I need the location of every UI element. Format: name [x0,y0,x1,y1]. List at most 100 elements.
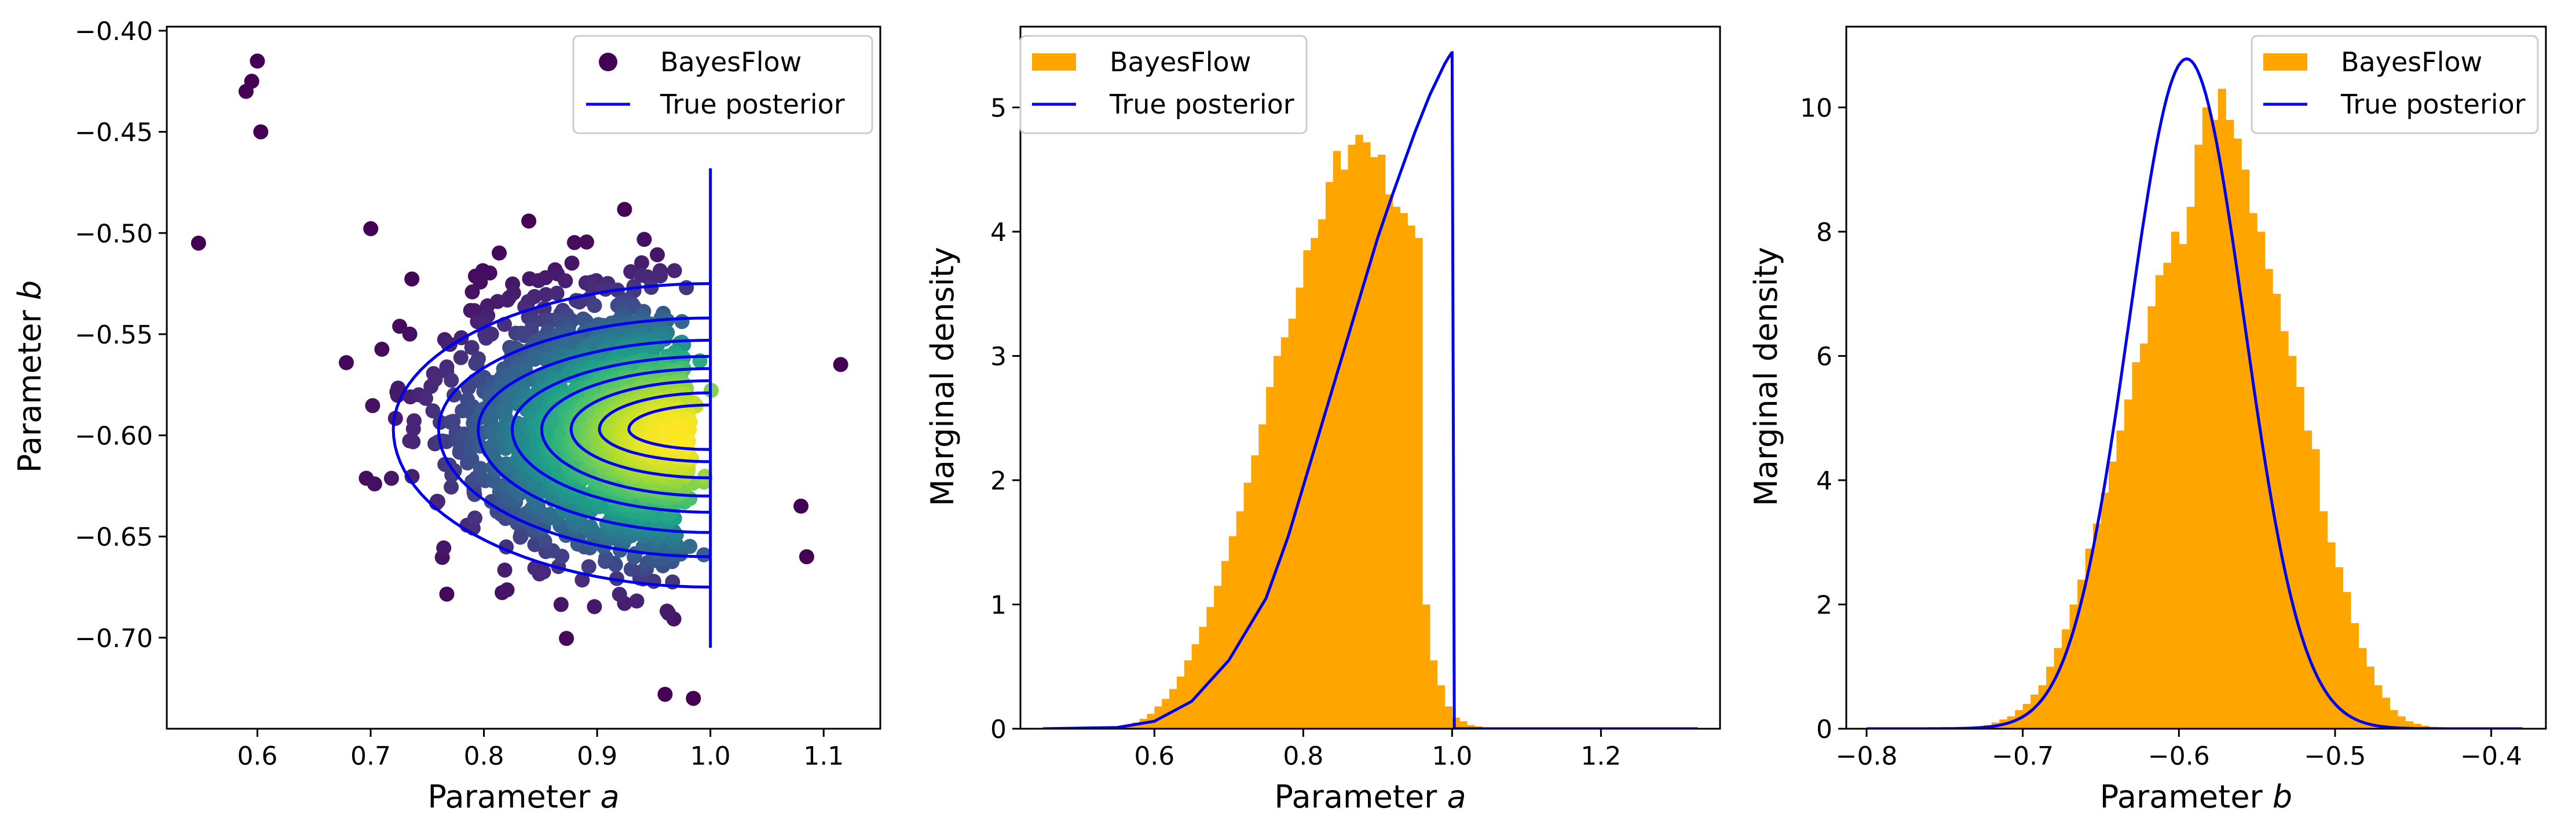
histogram-bar [2077,579,2086,729]
histogram-bar [1422,604,1430,729]
sample-point [444,372,459,388]
sample-point [238,83,254,99]
x-axis-label: Parameter a [427,779,619,815]
histogram-bar [1273,356,1282,729]
histogram-bar [1392,207,1400,729]
y-tick-label: 0 [1816,715,1832,744]
histogram-bar [2311,449,2320,729]
histogram-bar [1169,689,1177,729]
x-tick-labels: −0.8 −0.7 −0.6 −0.5 −0.4 [1836,741,2522,771]
contour-line [437,316,711,558]
legend: BayesFlow True posterior [1019,35,1308,134]
sample-point [482,265,497,281]
axes-frame [166,25,881,730]
legend: BayesFlow True posterior [572,35,873,134]
histogram-bar [2390,710,2398,729]
contour-line [477,338,711,534]
sample-point [339,355,354,370]
x-tick-label: 0.7 [350,741,391,771]
histogram-bar [2226,119,2234,729]
histogram-bar [1266,387,1274,729]
histogram-bar [1363,142,1371,729]
axes-frame [1019,25,1721,730]
histogram-bar [2304,430,2312,729]
y-tick-label: 6 [1816,342,1832,371]
sample-point [191,235,206,251]
x-tick-label: −0.8 [1836,741,1898,771]
histogram-bar [2319,511,2328,729]
sample-point [650,247,665,262]
histogram-bar [2054,648,2062,729]
x-tick-label: −0.4 [2460,741,2522,771]
sample-point [453,350,469,366]
histogram-bar [1191,644,1200,729]
x-tick-label: 0.9 [577,741,617,771]
legend-marker-bayesflow [1032,53,1076,71]
sample-point [439,586,455,602]
histogram-bar [1325,182,1334,729]
sample-point [666,429,682,444]
sample-point [253,124,269,140]
y-axis-label: Marginal density [1748,247,1784,506]
y-tick-label: −0.40 [75,17,153,46]
histogram-bar [2358,648,2367,729]
histogram-bar [1221,561,1230,729]
histogram-bar [1280,337,1289,729]
y-tick-labels: 0 1 2 3 4 5 [990,93,1007,744]
sample-point [679,280,694,295]
histogram-bar [2155,275,2164,729]
x-tick-label: 0.8 [464,741,504,771]
sample-point [581,559,597,575]
histogram-bar [2413,724,2421,729]
sample-point [473,461,488,476]
sample-point [425,403,441,419]
histogram-bar [2186,207,2195,729]
sample-point [527,352,543,367]
y-tick-label: 1 [990,590,1007,620]
x-tick-label: −0.7 [1992,741,2054,771]
histogram-bar [1243,483,1252,729]
sample-point [527,560,543,576]
histogram-bar [2139,344,2149,729]
x-tick-label: −0.6 [2148,741,2210,771]
sample-point [653,268,668,284]
y-tick-label: −0.65 [75,523,153,552]
sample-point [521,213,537,229]
sample-point [674,314,690,330]
sample-point [402,326,418,342]
sample-point [418,390,433,406]
legend-marker-bayesflow [2263,53,2307,71]
sample-point [404,271,420,287]
sample-point [609,571,624,586]
histogram-bar [2273,294,2281,729]
sample-point [623,561,639,577]
x-tick-label: 0.6 [1134,741,1174,771]
sample-point [250,53,265,69]
histogram-bar [2264,269,2273,729]
sample-point [499,582,515,598]
histogram-bar [2241,169,2250,729]
sample-point [444,479,459,495]
histogram-bar [2210,119,2219,729]
sample-point [697,469,713,484]
histogram-bar [1184,660,1192,729]
x-tick-label: 0.6 [237,741,277,771]
histogram-bar [1199,627,1207,729]
sample-point [517,328,532,344]
legend-marker-bayesflow [599,53,617,71]
sample-point [477,316,492,331]
histogram-bar [2249,213,2257,729]
sample-point [636,232,652,247]
x-tick-label: 1.2 [1580,741,1621,771]
panel-marginal-a: 0.6 0.8 1.0 1.2 0 1 2 3 4 5 Parameter a Marginal… [924,25,1721,815]
histogram-bar [2038,685,2047,729]
contour-line [540,367,711,498]
x-tick-labels: 0.6 0.8 1.0 1.2 [1134,741,1621,771]
sample-point [374,341,390,357]
histogram-bar [1348,144,1356,729]
sample-point [500,293,515,308]
sample-point [469,356,485,371]
histogram-bar [1340,169,1349,729]
histogram-bar [2171,231,2179,729]
